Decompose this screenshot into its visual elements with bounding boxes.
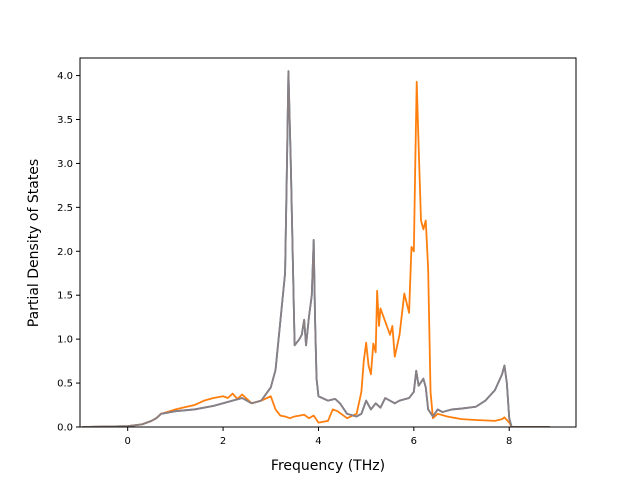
x-tick-label: 0 <box>125 436 131 447</box>
axes-layer: 0 2 4 6 8 0.0 0.5 1.0 1.5 2.0 2.5 3.0 3.5 4.0 <box>57 57 577 447</box>
y-tick-label: 2.5 <box>57 203 73 214</box>
plot-frame <box>79 57 577 428</box>
x-tick-label: 4 <box>315 436 321 447</box>
y-tick-label: 3.0 <box>57 159 73 170</box>
y-tick-label: 3.5 <box>57 115 73 126</box>
x-tick-label: 6 <box>411 436 417 447</box>
x-tick-label: 2 <box>220 436 226 447</box>
y-tick-label: 0.0 <box>57 423 73 434</box>
x-axis-label: Frequency (THz) <box>271 458 385 474</box>
y-tick-label: 0.5 <box>57 379 73 390</box>
x-tick-label: 8 <box>506 436 512 447</box>
y-tick-label: 4.0 <box>57 71 73 82</box>
y-tick-label: 1.5 <box>57 291 73 302</box>
series-line-3 <box>82 70 550 427</box>
series-line-2 <box>82 80 550 427</box>
y-tick-label: 1.0 <box>57 335 73 346</box>
series-layer <box>82 70 550 427</box>
y-tick-label: 2.0 <box>57 247 73 258</box>
y-axis-label: Partial Density of States <box>26 159 42 327</box>
